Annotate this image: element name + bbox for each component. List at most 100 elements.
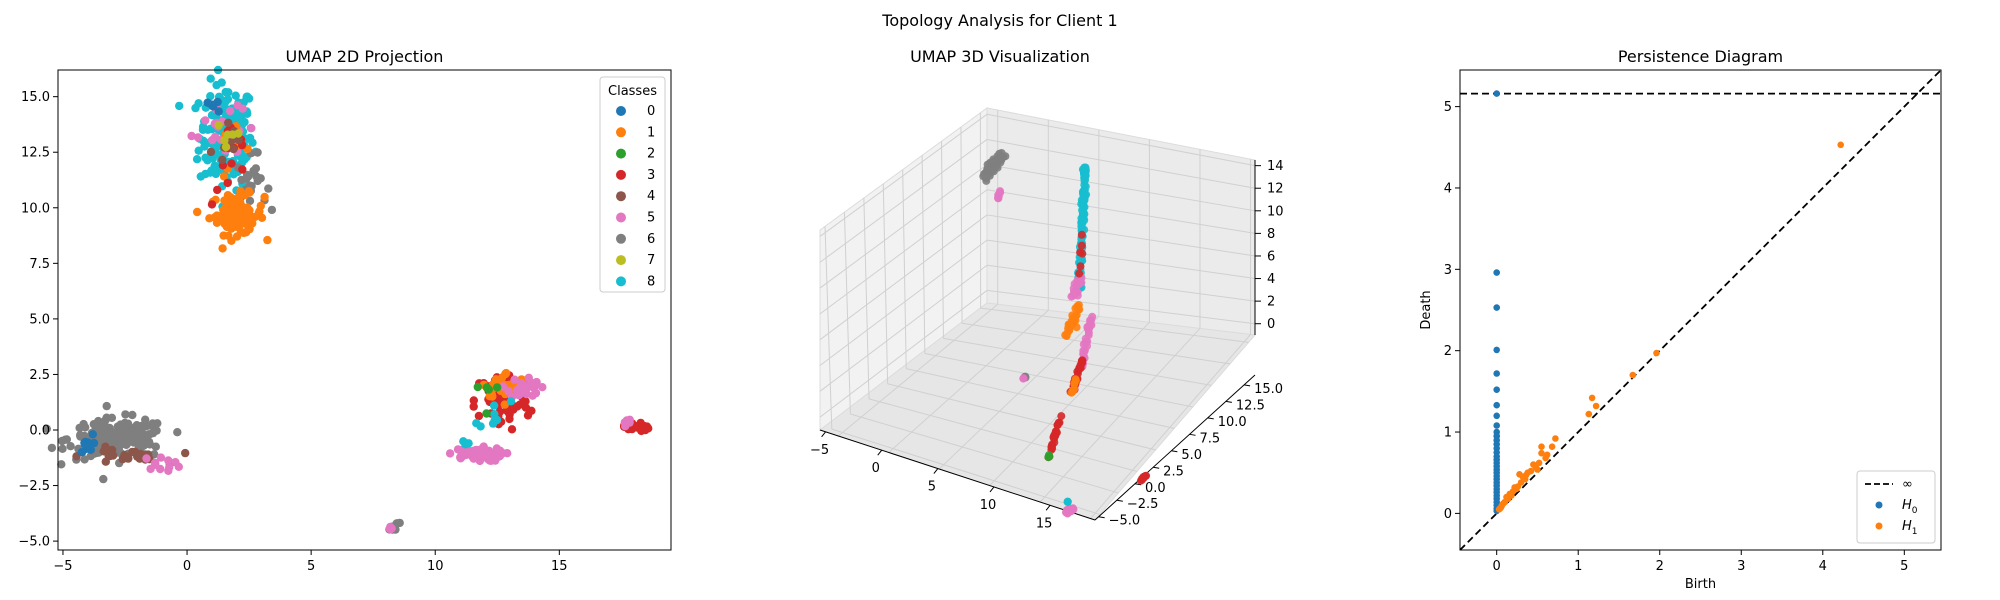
umap2d-point-class-5	[527, 378, 536, 388]
umap2d-point-class-1	[239, 228, 248, 238]
persistence-xtick-label: 3	[1737, 559, 1745, 574]
umap3d-gridlines	[819, 110, 1256, 519]
umap-3d-panel: UMAP 3D Visualization −5 0 5 10 15 −5.0 −2.50.0…	[810, 47, 1284, 531]
umap3d-gridline	[824, 226, 833, 430]
umap3d-point-class-3	[1076, 262, 1085, 271]
umap2d-point-class-5	[193, 133, 203, 142]
persistence-point-H1	[1495, 506, 1503, 513]
umap3d-gridline	[1090, 334, 1251, 519]
umap2d-point-class-8	[489, 401, 499, 410]
umap2d-point-class-1	[236, 198, 245, 207]
umap2d-point-class-6	[249, 168, 258, 177]
umap2d-point-class-5	[510, 375, 519, 384]
umap3d-point-class-1	[1070, 379, 1079, 388]
umap3d-point-class-3	[1075, 269, 1084, 278]
persistence-point-H0	[1493, 412, 1500, 420]
umap2d-ytick-label: 2.5	[29, 368, 50, 383]
umap2d-point-class-5	[538, 383, 547, 392]
persistence-series-H1	[1495, 141, 1844, 513]
umap3d-point-class-8	[1081, 182, 1090, 191]
umap2d-point-class-6	[392, 519, 402, 528]
umap2d-point-class-4	[101, 442, 110, 451]
umap3d-gridline	[960, 127, 963, 324]
umap2d-point-class-6	[132, 421, 141, 430]
umap3d-xtick-label: 15	[1036, 516, 1053, 531]
umap2d-point-class-8	[488, 419, 498, 428]
umap2d-legend-label: 3	[647, 168, 655, 183]
umap2d-point-class-8	[221, 87, 230, 97]
umap2d-point-class-6	[80, 455, 89, 464]
umap2d-point-class-6	[128, 410, 137, 420]
umap2d-ytick-label: −2.5	[18, 479, 50, 494]
umap3d-xtick-label: −5	[810, 443, 829, 458]
persistence-legend-label-main: H	[1902, 519, 1912, 534]
persistence-legend-label: ∞	[1902, 477, 1913, 492]
umap2d-point-class-4	[135, 454, 144, 463]
persistence-legend-box	[1856, 470, 1936, 544]
umap3d-ytick	[1244, 384, 1251, 387]
umap3d-ytick-label: 5.0	[1181, 448, 1202, 463]
umap3d-gridline	[819, 214, 988, 341]
persistence-xtick-label: 2	[1656, 559, 1664, 574]
umap2d-point-class-1	[501, 368, 511, 378]
umap2d-point-class-5	[528, 391, 537, 400]
persistence-point-H1	[1543, 451, 1551, 459]
umap2d-point-class-5	[453, 445, 463, 454]
umap2d-point-class-2	[482, 409, 491, 418]
umap2d-points	[42, 65, 653, 534]
umap2d-point-class-6	[58, 444, 67, 453]
umap3d-ztick-label: 10	[1267, 204, 1284, 219]
umap3d-ztick-label: 6	[1267, 249, 1275, 264]
umap3d-point-class-8	[1076, 256, 1085, 265]
persistence-point-H0	[1493, 370, 1500, 377]
umap3d-y-axis-line	[1094, 374, 1256, 521]
umap3d-point-class-5	[1068, 506, 1077, 515]
umap2d-point-class-8	[490, 410, 499, 419]
umap2d-point-class-6	[123, 419, 133, 428]
umap2d-point-class-3	[474, 411, 484, 421]
umap2d-point-class-8	[191, 103, 200, 113]
umap2d-point-class-1	[221, 214, 230, 224]
umap3d-xtick	[877, 449, 883, 456]
umap3d-point-class-8	[1079, 193, 1088, 202]
umap3d-gridline	[863, 197, 870, 399]
umap2d-point-class-1	[210, 213, 219, 222]
umap2d-legend-marker-8	[616, 276, 626, 287]
umap2d-point-class-5	[233, 101, 242, 110]
umap2d-point-class-8	[476, 422, 485, 431]
umap3d-gridline	[906, 368, 1175, 429]
umap2d-point-class-8	[245, 133, 255, 143]
umap3d-xtick	[1045, 504, 1051, 511]
umap2d-legend-marker-5	[616, 212, 626, 223]
umap3d-gridline	[902, 169, 907, 369]
umap2d-point-class-1	[263, 235, 272, 245]
persistence-diagram-panel: Persistence Diagram 0 1 2 3 4 5 0 1 2 3 4 5 Birth Deat…	[1419, 47, 1942, 592]
umap2d-point-class-4	[224, 118, 233, 128]
umap3d-point-class-8	[1078, 200, 1087, 209]
umap3d-gridline	[1039, 328, 1201, 503]
umap2d-legend-title: Classes	[608, 84, 657, 99]
umap2d-point-class-8	[192, 155, 202, 164]
persistence-xtick-label: 0	[1493, 559, 1501, 574]
umap3d-ytick	[1153, 466, 1160, 469]
umap3d-gridline	[986, 239, 1256, 280]
umap2d-point-class-3	[238, 165, 247, 174]
persistence-point-H1	[1585, 410, 1593, 418]
umap2d-point-class-3	[527, 406, 536, 415]
umap3d-xtick-label: 5	[928, 480, 936, 495]
persistence-point-H0	[1493, 269, 1500, 276]
persistence-xtick-label: 5	[1900, 559, 1908, 574]
umap3d-gridline	[850, 413, 1119, 494]
umap2d-point-class-4	[101, 457, 111, 466]
umap3d-gridline	[887, 383, 1156, 451]
umap3d-xtick	[933, 468, 939, 474]
umap2d-ytick-label: −5.0	[18, 535, 50, 550]
umap3d-gridline	[887, 309, 1049, 454]
umap3d-point-class-1	[1074, 301, 1083, 309]
umap2d-point-class-6	[104, 427, 113, 436]
umap2d-point-class-8	[198, 122, 208, 131]
umap3d-ytick	[1189, 433, 1196, 436]
umap2d-point-class-0	[88, 430, 98, 439]
persistence-point-H0	[1493, 401, 1500, 409]
